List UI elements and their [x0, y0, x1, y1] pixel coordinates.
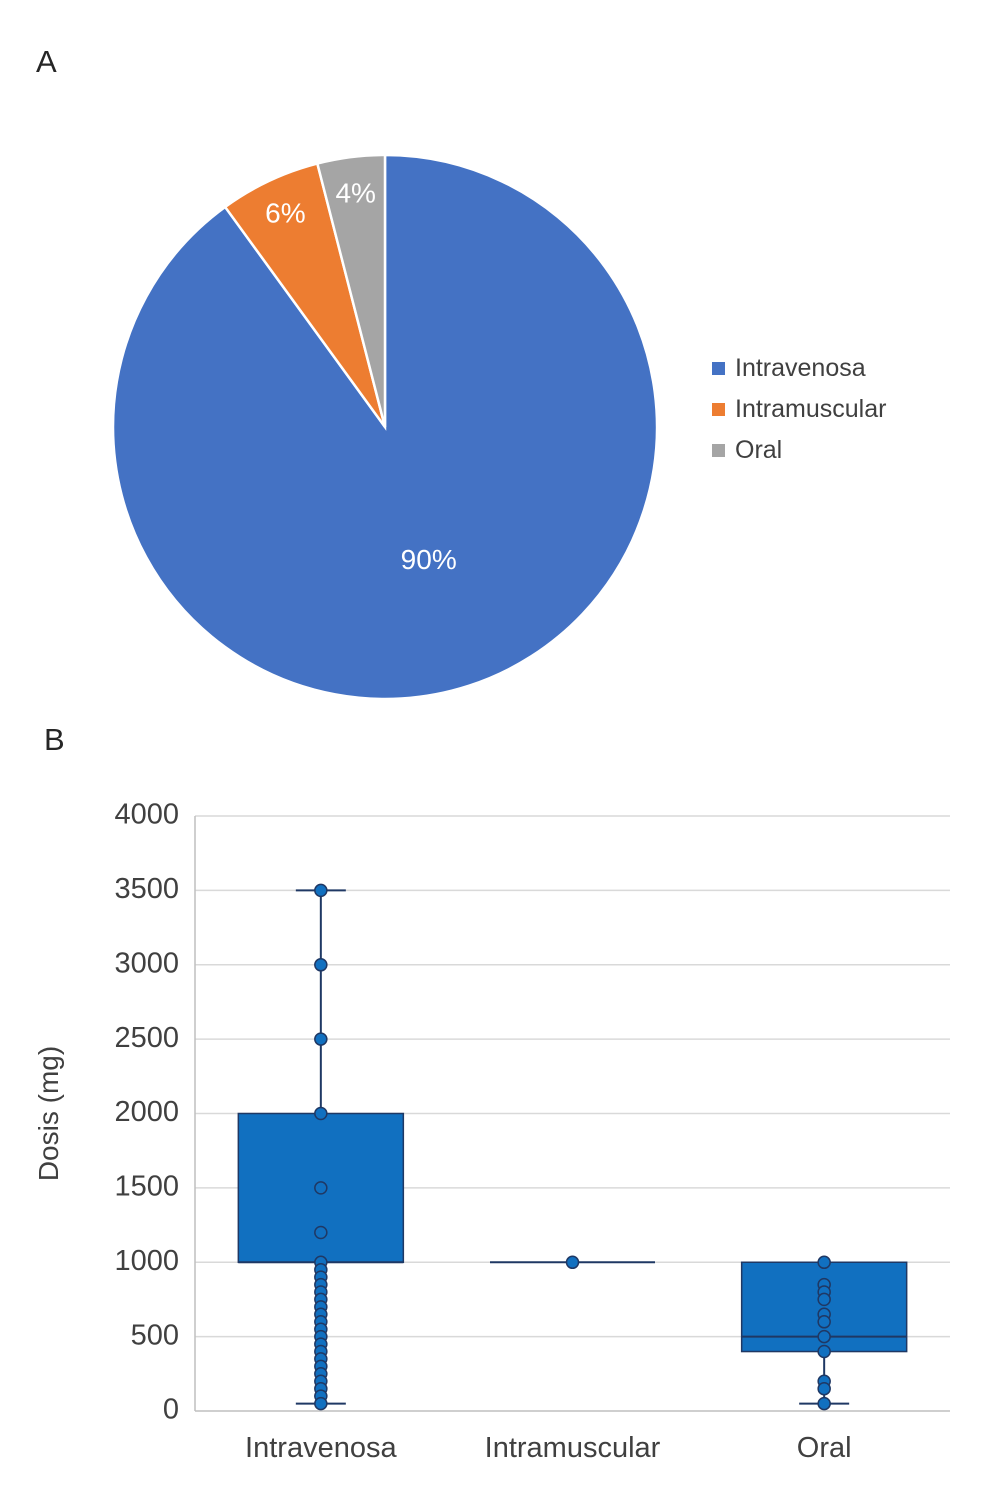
data-point — [817, 1315, 831, 1329]
data-point — [817, 1329, 831, 1344]
data-point — [314, 1396, 328, 1411]
legend-marker-intravenosa-icon — [712, 362, 725, 375]
panel-a-label: A — [36, 44, 57, 79]
pie-slice-label: 4% — [335, 177, 375, 208]
y-tick-label: 500 — [131, 1319, 179, 1351]
box-plot-chart: 0 500 1000 1500 2000 2500 3000 3500 4000 Dosis (m… — [33, 799, 950, 1464]
legend-label-oral: Oral — [735, 436, 783, 464]
data-point — [817, 1396, 831, 1411]
y-axis-label: Dosis (mg) — [33, 1046, 64, 1181]
pie-slice-oral — [315, 153, 387, 428]
y-tick-label: 0 — [163, 1394, 179, 1426]
data-point — [314, 883, 328, 898]
x-category-label: Intravenosa — [245, 1432, 397, 1464]
panel-b-label: B — [44, 722, 65, 757]
pie-chart: 90% 6% 4% — [111, 153, 659, 701]
x-category-label: Oral — [797, 1432, 852, 1464]
data-point — [565, 1255, 580, 1270]
data-point — [314, 1106, 328, 1121]
data-point — [314, 958, 328, 972]
y-tick-label: 1000 — [114, 1245, 179, 1277]
pie-slice-label: 90% — [401, 544, 457, 575]
data-point — [314, 1225, 328, 1240]
data-point — [817, 1255, 831, 1270]
pie-slice-label: 6% — [265, 198, 305, 229]
y-tick-label: 4000 — [114, 799, 179, 831]
y-tick-label: 2000 — [114, 1096, 179, 1128]
legend-label-intramuscular: Intramuscular — [735, 395, 887, 423]
legend-marker-intramuscular-icon — [712, 403, 725, 416]
x-category-label: Intramuscular — [485, 1432, 661, 1464]
data-point — [314, 1032, 328, 1046]
pie-legend: Intravenosa Intramuscular Oral — [712, 356, 886, 463]
legend-item-oral: Oral — [712, 438, 886, 463]
y-tick-label: 1500 — [114, 1171, 179, 1203]
legend-marker-oral-icon — [712, 444, 725, 457]
y-tick-label: 3000 — [114, 947, 179, 979]
legend-label-intravenosa: Intravenosa — [735, 354, 866, 382]
legend-item-intramuscular: Intramuscular — [712, 397, 886, 422]
data-point — [817, 1344, 831, 1359]
data-point — [817, 1292, 831, 1307]
data-point — [817, 1381, 831, 1396]
data-point — [314, 1181, 328, 1195]
y-tick-label: 3500 — [114, 873, 179, 905]
legend-item-intravenosa: Intravenosa — [712, 356, 886, 381]
y-tick-label: 2500 — [114, 1022, 179, 1054]
